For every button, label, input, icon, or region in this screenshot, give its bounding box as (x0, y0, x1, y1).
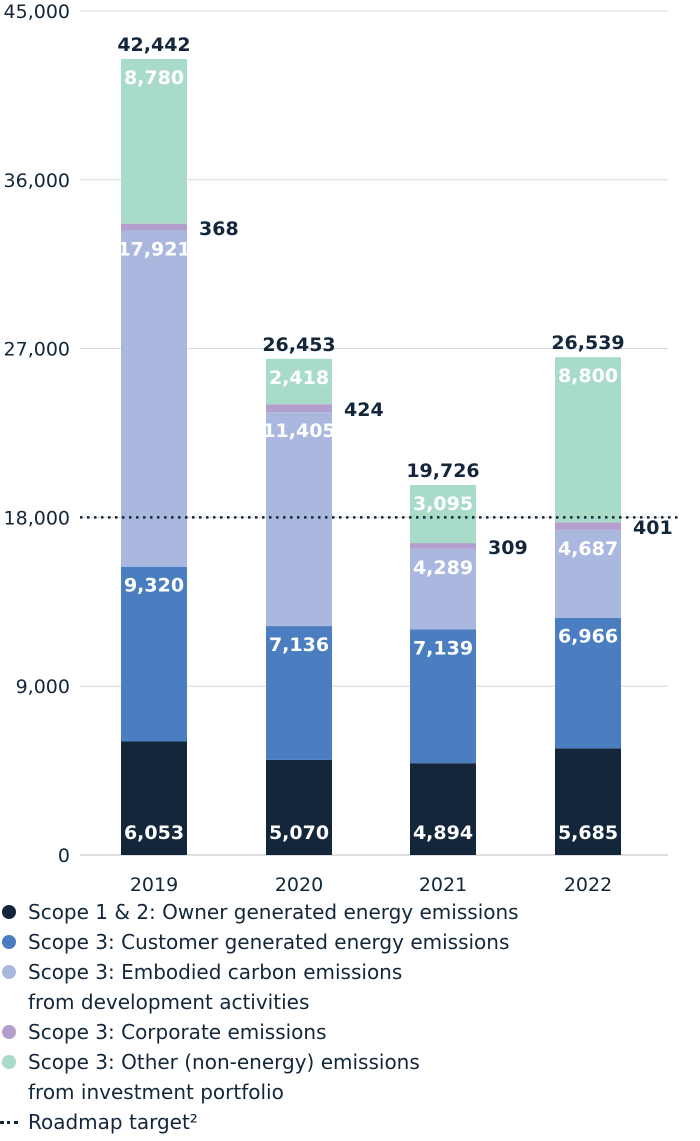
y-tick-label: 9,000 (16, 676, 70, 698)
legend-label: Scope 3: Embodied carbon emissions from … (28, 960, 403, 1014)
data-label: 4,894 (413, 822, 473, 844)
legend-item: Scope 3: Embodied carbon emissions from … (0, 957, 700, 1017)
bar-segment (555, 617, 621, 749)
total-label: 42,442 (117, 34, 190, 56)
legend-marker (2, 965, 16, 979)
data-label: 8,800 (558, 365, 618, 387)
bar-segment (266, 626, 332, 760)
total-label: 19,726 (406, 460, 479, 482)
data-label: 6,053 (124, 822, 184, 844)
legend-marker (2, 935, 16, 949)
bar-segment (410, 485, 476, 544)
legend-dotted-line-marker (0, 1121, 18, 1124)
bar-segment (266, 759, 332, 855)
data-label: 11,405 (262, 420, 335, 442)
bar-segment (121, 230, 187, 567)
legend-label: Roadmap target² (28, 1110, 198, 1134)
emissions-stacked-bar-chart: 0 9,000 18,000 27,000 36,000 45,000 6,053 9,320… (4, 1, 678, 895)
data-label: 401 (633, 517, 673, 539)
chart-legend: Scope 1 & 2: Owner generated energy emis… (0, 897, 700, 1137)
data-label: 17,921 (117, 239, 190, 261)
data-label: 2,418 (269, 367, 329, 389)
bar-segment (555, 357, 621, 523)
data-label: 5,070 (269, 822, 329, 844)
bar-segment (266, 404, 332, 413)
bar-segment (121, 58, 187, 224)
data-label: 6,966 (558, 626, 618, 648)
bar-segment (410, 543, 476, 549)
legend-label: Scope 3: Other (non-energy) emissions fr… (28, 1050, 420, 1104)
data-label: 424 (344, 399, 384, 421)
y-tick-label: 45,000 (4, 1, 70, 23)
x-tick-label: 2019 (130, 874, 178, 895)
y-tick-label: 36,000 (4, 170, 70, 192)
legend-item: Scope 3: Corporate emissions (0, 1017, 700, 1047)
data-label: 7,139 (413, 637, 473, 659)
bar-segment (410, 629, 476, 764)
data-label: 4,687 (558, 538, 618, 560)
bar-segment (555, 748, 621, 855)
data-label: 5,685 (558, 822, 618, 844)
bar-segment (410, 763, 476, 855)
legend-item: Scope 3: Customer generated energy emiss… (0, 927, 700, 957)
data-label: 8,780 (124, 67, 184, 89)
legend-label: Scope 3: Customer generated energy emiss… (28, 930, 510, 954)
y-tick-label: 0 (58, 845, 70, 867)
data-label: 309 (488, 537, 528, 559)
data-label: 9,320 (124, 575, 184, 597)
bar-segment (121, 741, 187, 855)
legend-item-roadmap-target: Roadmap target² (0, 1107, 700, 1137)
legend-label: Scope 3: Corporate emissions (28, 1020, 327, 1044)
x-tick-label: 2022 (564, 874, 612, 895)
legend-marker (2, 1025, 16, 1039)
legend-marker (2, 905, 16, 919)
data-label: 4,289 (413, 557, 473, 579)
bar-segment (266, 358, 332, 405)
legend-label: Scope 1 & 2: Owner generated energy emis… (28, 900, 519, 924)
x-tick-label: 2021 (419, 874, 467, 895)
bar-segment (121, 223, 187, 231)
y-tick-label: 18,000 (4, 507, 70, 529)
bar-segment (555, 522, 621, 530)
data-label: 3,095 (413, 493, 473, 515)
total-label: 26,539 (551, 332, 624, 354)
legend-marker (2, 1055, 16, 1069)
legend-item: Scope 1 & 2: Owner generated energy emis… (0, 897, 700, 927)
x-tick-label: 2020 (275, 874, 323, 895)
data-label: 7,136 (269, 634, 329, 656)
bar-segment (266, 412, 332, 627)
bar-segment (121, 566, 187, 742)
bar-segment (555, 529, 621, 618)
legend-item: Scope 3: Other (non-energy) emissions fr… (0, 1047, 700, 1107)
y-tick-label: 27,000 (4, 339, 70, 361)
bar-segment (410, 548, 476, 630)
data-label: 368 (199, 218, 239, 240)
total-label: 26,453 (262, 334, 335, 356)
